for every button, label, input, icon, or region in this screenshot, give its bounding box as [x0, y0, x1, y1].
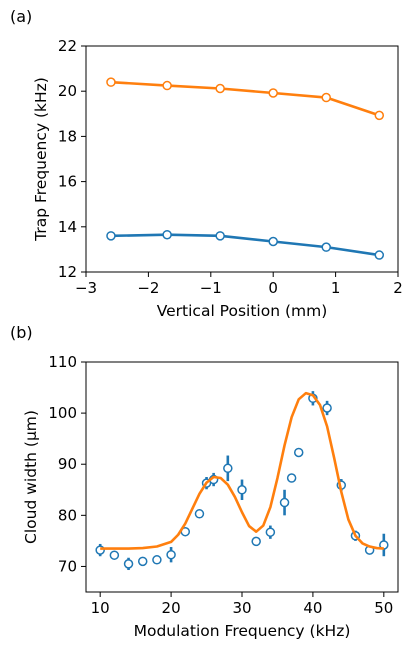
x-axis-label: Modulation Frequency (kHz) [134, 622, 351, 640]
y-tick-label: 80 [58, 506, 77, 524]
data-point [265, 527, 276, 537]
data-point [279, 497, 290, 508]
series-1 [95, 391, 389, 571]
data-point [166, 549, 176, 560]
y-tick-label: 90 [58, 455, 77, 473]
data-point [379, 540, 389, 550]
y-axis-label: Cloud width (μm) [22, 410, 40, 544]
x-tick-label: 2 [393, 279, 403, 297]
data-point [322, 403, 332, 413]
x-tick-label: 0 [268, 279, 278, 297]
y-tick-label: 100 [48, 404, 77, 422]
x-tick-label: −1 [200, 279, 222, 297]
y-axis-label: Trap Frequency (kHz) [32, 77, 50, 242]
data-point [223, 463, 233, 474]
data-point [152, 555, 162, 565]
series-2 [100, 391, 384, 550]
x-tick-label: −3 [75, 279, 97, 297]
series-line [110, 80, 380, 117]
data-point [106, 77, 116, 87]
y-tick-label: 16 [58, 173, 77, 191]
chart-panel-b: (b) 10 20 30 40 50 70 80 90 100 110 Modulation Freq… [10, 323, 399, 640]
panel-label: (a) [10, 7, 32, 26]
panel-label: (b) [10, 323, 33, 342]
plot-frame [85, 45, 399, 273]
y-tick-label: 18 [58, 127, 77, 145]
data-point [194, 509, 205, 519]
data-point [237, 485, 247, 495]
data-point [137, 556, 148, 567]
x-tick-label: 40 [303, 599, 322, 617]
y-tick-label: 110 [48, 353, 77, 371]
x-tick-label: −2 [137, 279, 159, 297]
data-point [293, 447, 304, 458]
plot-frame [85, 361, 399, 593]
data-point [123, 559, 134, 569]
series-2 [106, 229, 385, 260]
data-point [215, 231, 225, 241]
data-point [215, 83, 225, 94]
data-point [268, 236, 278, 247]
y-tick-label: 20 [58, 82, 77, 100]
data-point [162, 80, 172, 91]
series-1 [106, 77, 385, 121]
fit-curve [100, 391, 384, 550]
data-point [162, 229, 172, 240]
data-point [251, 536, 261, 547]
y-tick-label: 70 [58, 557, 77, 575]
y-tick-label: 14 [58, 218, 77, 236]
x-tick-label: 30 [232, 599, 251, 617]
data-point [374, 250, 385, 260]
data-point [106, 231, 116, 241]
x-tick-label: 10 [91, 599, 110, 617]
y-tick-label: 22 [58, 37, 77, 55]
x-tick-label: 50 [374, 599, 393, 617]
y-tick-label: 12 [58, 263, 77, 281]
data-point [374, 110, 385, 121]
series-line [110, 233, 380, 257]
x-tick-label: 20 [162, 599, 181, 617]
data-point [286, 473, 297, 483]
data-point [109, 550, 120, 560]
data-point [321, 92, 331, 103]
x-axis-label: Vertical Position (mm) [157, 302, 328, 320]
x-tick-label: 1 [331, 279, 341, 297]
data-point [321, 242, 331, 252]
data-point [268, 88, 278, 98]
